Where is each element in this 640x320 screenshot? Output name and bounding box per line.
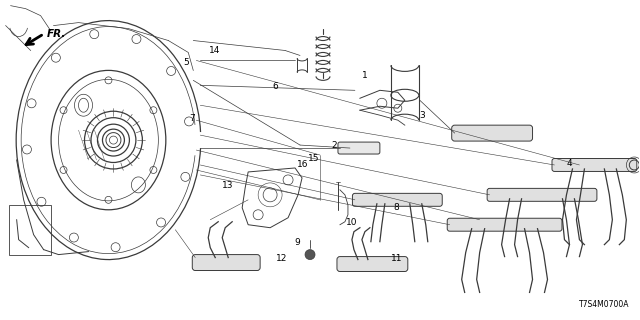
Text: 1: 1 (362, 71, 367, 80)
FancyBboxPatch shape (447, 218, 562, 231)
FancyBboxPatch shape (487, 188, 597, 201)
Text: 8: 8 (394, 203, 399, 212)
FancyBboxPatch shape (353, 193, 442, 206)
Text: 12: 12 (276, 254, 287, 263)
Text: 4: 4 (566, 159, 572, 168)
FancyBboxPatch shape (338, 142, 380, 154)
Text: 11: 11 (391, 254, 403, 263)
Text: 16: 16 (297, 160, 308, 169)
Text: 15: 15 (308, 154, 319, 163)
FancyBboxPatch shape (552, 158, 637, 172)
Text: FR.: FR. (47, 29, 67, 39)
Text: 13: 13 (221, 181, 233, 190)
Text: 3: 3 (419, 111, 425, 120)
Text: 10: 10 (346, 218, 358, 227)
Text: 6: 6 (273, 82, 278, 91)
Text: T7S4M0700A: T7S4M0700A (579, 300, 629, 309)
FancyBboxPatch shape (337, 257, 408, 271)
FancyBboxPatch shape (192, 255, 260, 270)
Text: 5: 5 (183, 58, 189, 67)
FancyBboxPatch shape (452, 125, 532, 141)
Text: 9: 9 (295, 238, 301, 247)
Circle shape (305, 250, 315, 260)
Text: 2: 2 (332, 141, 337, 150)
Text: 7: 7 (189, 114, 195, 123)
Text: 14: 14 (209, 45, 220, 55)
